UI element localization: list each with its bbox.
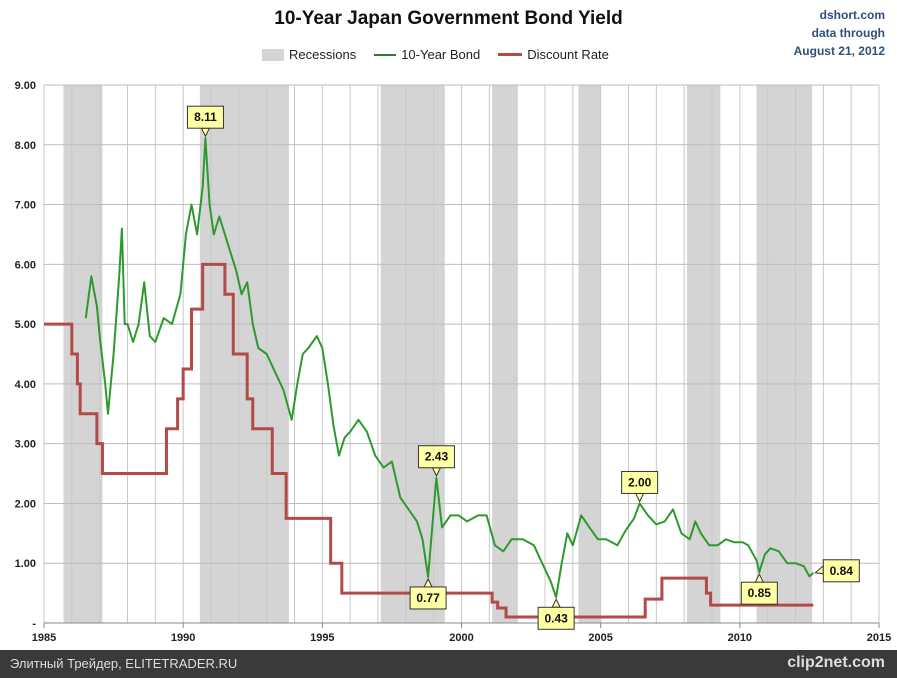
y-tick-label: 4.00 [15,379,36,391]
callout-pointer [814,564,824,575]
bond-swatch [374,53,397,56]
callout-box [740,581,778,605]
recession-band [686,85,721,623]
legend-bond: 10-Year Bond [374,47,480,62]
chart-plot: - 1.00 2.00 3.00 4.00 5.00 6.00 7.00 8.00 9.00 198… [15,80,892,644]
y-tick-label: 6.00 [15,259,36,271]
y-tick-label: 8.00 [15,140,36,152]
callout-box [621,470,659,494]
chart-title: 10-Year Japan Government Bond Yield [274,8,623,29]
recession-band [492,85,518,623]
y-tick-label: 5.00 [15,319,36,331]
x-tick-label: 1985 [32,632,56,644]
callout-pointer [551,598,561,608]
x-tick-label: 2010 [728,632,752,644]
callout-label: 0.43 [544,611,568,625]
callout-box [417,445,455,469]
source-line-2: data through [811,26,885,40]
callout-label: 0.77 [416,591,440,605]
callout-box [537,606,575,630]
x-tick-label: 2005 [588,632,612,644]
discount-swatch [498,53,523,56]
x-tick-label: 1990 [171,632,195,644]
y-tick-label: 9.00 [15,80,36,92]
legend: Recessions 10-Year Bond Discount Rate [262,47,609,62]
callout-box [409,586,447,610]
callout-label: 2.00 [628,475,652,489]
x-tick-label: 2000 [449,632,473,644]
callout-label: 2.43 [425,450,449,464]
recession-band [63,85,103,623]
y-tick-label: 7.00 [15,200,36,212]
recession-band [578,85,601,623]
recession-band [380,85,445,623]
legend-label: Recessions [289,47,357,62]
y-tick-label: 2.00 [15,498,36,510]
recession-swatch [262,48,284,61]
y-tick-label: 3.00 [15,439,36,451]
clip2net-logo: clip2net.com [787,654,885,671]
x-tick-label: 1995 [310,632,334,644]
source-line-3: August 21, 2012 [793,44,885,58]
callout-box [822,559,860,583]
legend-label: 10-Year Bond [401,47,481,62]
discount-rate-line [44,262,814,619]
callout-label: 8.11 [194,110,217,124]
recession-band [756,85,813,623]
footer-source: Элитный Трейдер, ELITETRADER.RU [10,656,238,671]
callout-box [186,105,224,129]
bond-yield-line [84,137,814,599]
callout-pointer [634,492,645,503]
source-line-1: dshort.com [819,8,885,22]
y-tick-label: - [32,618,36,630]
y-tick-label: 1.00 [15,558,36,570]
legend-discount: Discount Rate [498,47,609,62]
footer-bar: Элитный Трейдер, ELITETRADER.RU clip2net… [0,650,897,678]
callout-label: 0.84 [830,564,854,578]
legend-label: Discount Rate [527,47,609,62]
x-tick-label: 2015 [867,632,891,644]
callout-label: 0.85 [748,586,772,600]
legend-recessions: Recessions [262,47,356,62]
